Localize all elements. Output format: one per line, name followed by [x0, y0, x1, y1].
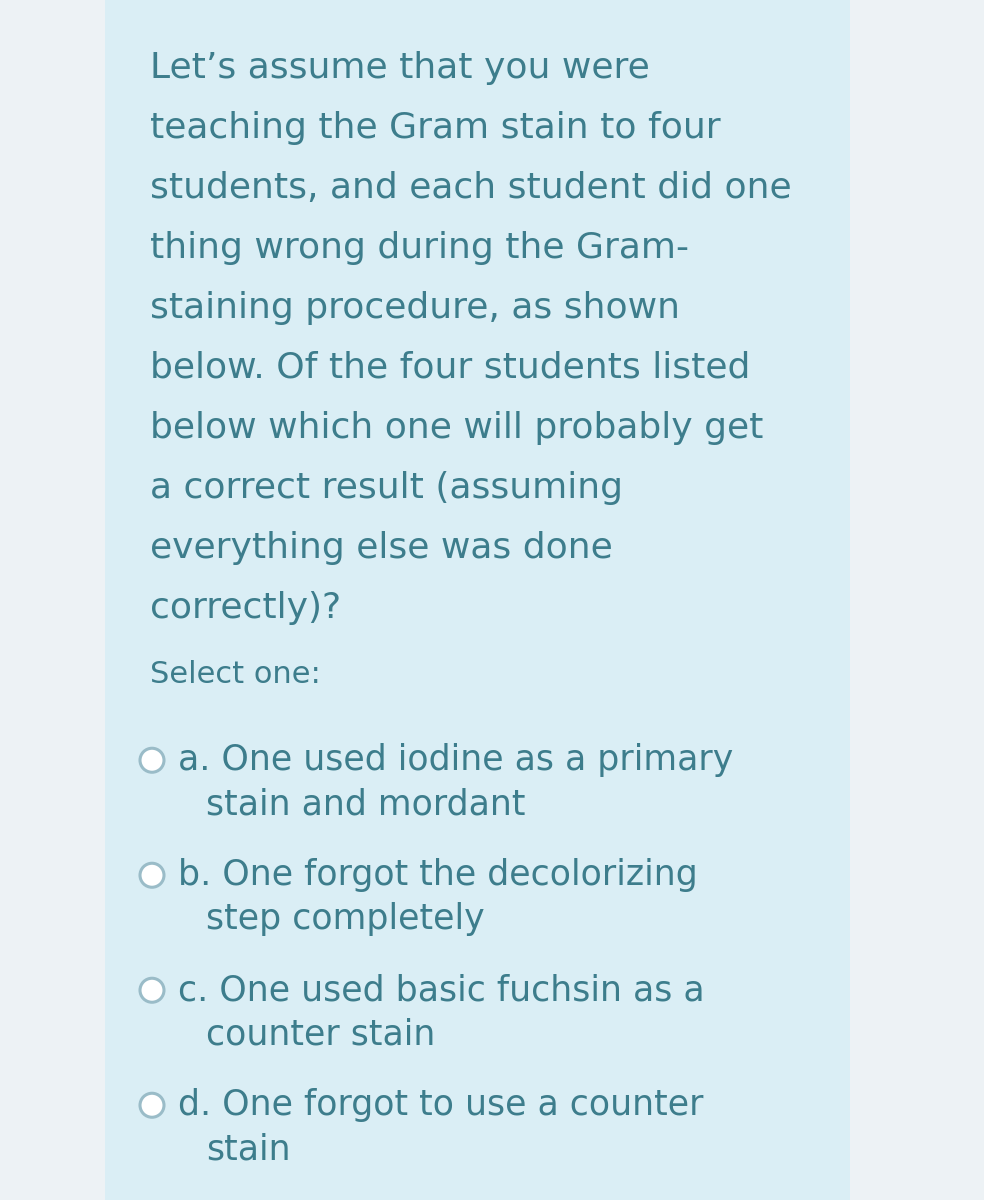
Text: stain and mordant: stain and mordant	[206, 787, 525, 821]
Text: step completely: step completely	[206, 902, 485, 936]
Circle shape	[140, 863, 164, 887]
Text: thing wrong during the Gram-: thing wrong during the Gram-	[150, 230, 689, 265]
Text: b. One forgot the decolorizing: b. One forgot the decolorizing	[178, 858, 698, 893]
Bar	[105, 0, 147, 1200]
Bar	[145, 0, 810, 1200]
Text: stain: stain	[206, 1133, 290, 1166]
Text: a. One used iodine as a primary: a. One used iodine as a primary	[178, 743, 733, 778]
Circle shape	[140, 1093, 164, 1117]
Text: a correct result (assuming: a correct result (assuming	[150, 470, 623, 505]
Text: c. One used basic fuchsin as a: c. One used basic fuchsin as a	[178, 973, 705, 1007]
Text: Select one:: Select one:	[150, 660, 321, 689]
Text: Let’s assume that you were: Let’s assume that you were	[150, 50, 649, 85]
Circle shape	[140, 978, 164, 1002]
Bar	[808, 0, 850, 1200]
Text: everything else was done: everything else was done	[150, 530, 613, 565]
Text: counter stain: counter stain	[206, 1018, 435, 1051]
Text: below. Of the four students listed: below. Of the four students listed	[150, 350, 751, 385]
Circle shape	[140, 749, 164, 773]
Bar	[147, 0, 808, 1200]
Text: students, and each student did one: students, and each student did one	[150, 170, 791, 205]
Text: d. One forgot to use a counter: d. One forgot to use a counter	[178, 1088, 704, 1122]
Text: teaching the Gram stain to four: teaching the Gram stain to four	[150, 110, 720, 145]
Text: below which one will probably get: below which one will probably get	[150, 410, 764, 445]
Text: staining procedure, as shown: staining procedure, as shown	[150, 290, 680, 325]
Text: correctly)?: correctly)?	[150, 590, 341, 625]
